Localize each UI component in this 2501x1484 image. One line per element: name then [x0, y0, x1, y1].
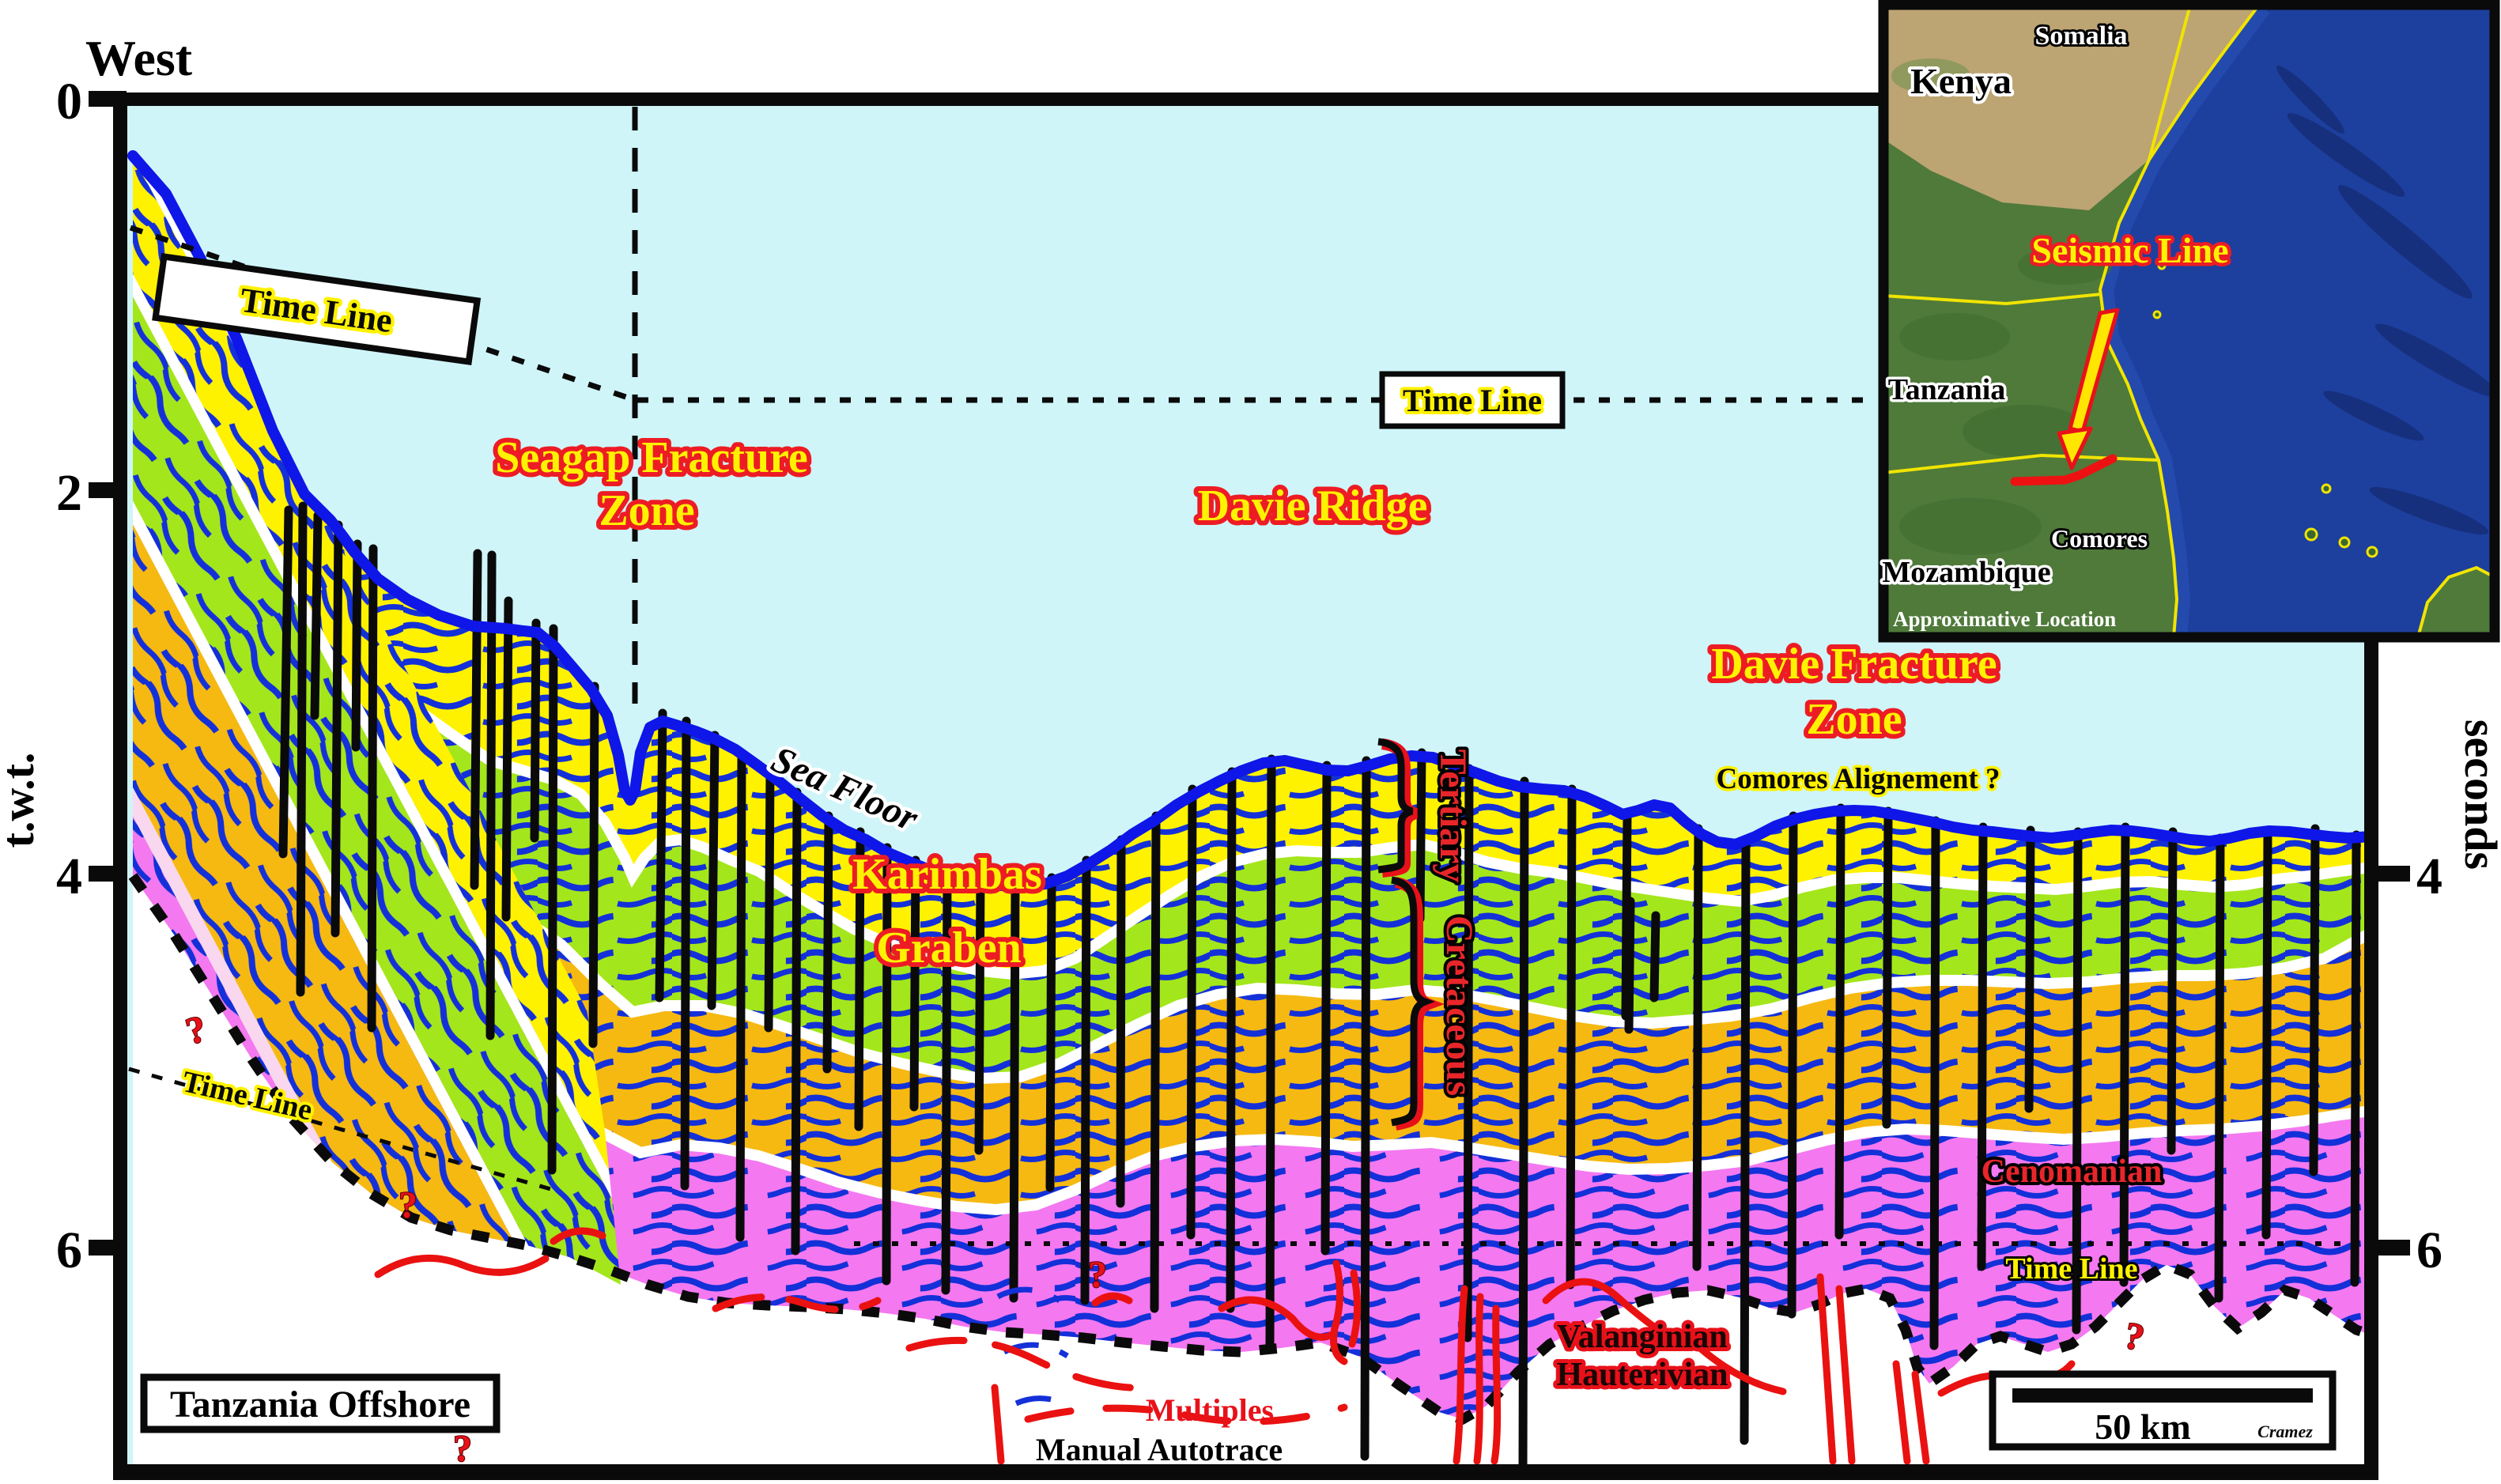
- inset-coastline: [2098, 3, 2261, 638]
- inset-somalia-label: Somalia: [2034, 21, 2127, 51]
- section-title-box: Tanzania Offshore: [140, 1373, 501, 1433]
- time-line-label-4: Time Line: [2005, 1252, 2137, 1286]
- seconds-axis-label: seconds: [2455, 719, 2501, 870]
- plot-border: [89, 91, 2410, 1480]
- left-tick-6: 6: [56, 1222, 82, 1279]
- manual-autotrace-label: Manual Autotrace: [1036, 1432, 1283, 1467]
- inset-seismic-line: [2010, 454, 2118, 486]
- multiples-red-lines: [374, 1227, 2076, 1464]
- scale-bar-distance: 50 km: [2095, 1407, 2190, 1447]
- inset-land-texture: [1891, 59, 2113, 555]
- question-mark-4: ?: [453, 1428, 472, 1470]
- inset-ocean-texture: [2276, 65, 2499, 534]
- cretaceous-brace: [1390, 876, 1445, 1131]
- inset-mozambique-label: Mozambique: [1882, 556, 2050, 589]
- west-label: West: [85, 30, 193, 86]
- tick-left-6: [89, 1240, 127, 1256]
- karimbas-label: Karimbas: [852, 850, 1042, 899]
- inset-comores-islands: [2152, 261, 2378, 558]
- inset-footnote: Approximative Location: [1893, 607, 2116, 631]
- time-line-diagonal: [129, 225, 637, 403]
- sea-floor-line: [127, 150, 2364, 892]
- seagap-zone-label: Zone: [599, 486, 694, 535]
- inset-map: Somalia Kenya Tanzania Mozambique Comore…: [1878, 0, 2500, 643]
- inset-comores-label: Comores: [2051, 524, 2148, 553]
- inset-seismic-line-label: Seismic Line: [2031, 230, 2228, 270]
- left-tick-4: 4: [56, 848, 82, 905]
- tanzania-offshore-label: Tanzania Offshore: [170, 1384, 470, 1425]
- seagap-fracture-label: Seagap Fracture: [495, 433, 808, 482]
- inset-border-tanzania-mozambique: [1883, 453, 2159, 474]
- right-tick-6: 6: [2416, 1222, 2442, 1279]
- hauterivian-label: Hauterivian: [1557, 1357, 1728, 1393]
- time-line-label-2: Time Line: [1403, 383, 1542, 418]
- scale-bar: 50 km Cramez: [1989, 1370, 2337, 1451]
- davie-ridge-label: Davie Ridge: [1198, 481, 1428, 531]
- axis-left: [113, 93, 127, 1480]
- davie-fracture-label: Davie Fracture: [1711, 640, 1997, 689]
- autotrace-base-dotted-line: [128, 873, 2364, 1425]
- scale-bar-rule: [2012, 1388, 2313, 1403]
- tick-left-0: [89, 91, 127, 107]
- inset-border-kenya-tanzania: [1883, 293, 2102, 306]
- tertiary-brace: [1377, 738, 1418, 878]
- cenomanian-label: Cenomanian: [1982, 1154, 2163, 1190]
- tick-right-4: [2372, 866, 2410, 882]
- tick-left-4: [89, 866, 127, 882]
- fault-lines: [278, 501, 2361, 1464]
- inset-tanzania-label: Tanzania: [1888, 373, 2006, 406]
- twt-axis-label: t.w.t.: [0, 753, 43, 848]
- axis-bottom: [113, 1464, 2378, 1480]
- scale-bar-credit: Cramez: [2257, 1422, 2313, 1441]
- multiples-label: Multiples: [1146, 1392, 1274, 1428]
- basement-background: [133, 876, 2364, 1464]
- inset-arrow: [2057, 308, 2120, 470]
- left-tick-2: 2: [56, 464, 82, 522]
- time-line-box-upper-left: Time Line: [152, 253, 482, 365]
- axis-top: [127, 93, 2371, 106]
- question-mark-3: ?: [1088, 1254, 1107, 1296]
- time-line-lower-left: [128, 1067, 554, 1192]
- right-tick-4: 4: [2416, 848, 2442, 905]
- karimbas-graben-label: Graben: [876, 923, 1022, 972]
- inset-land-arid-north: [1883, 5, 2259, 210]
- tick-left-2: [89, 482, 127, 498]
- davie-fracture-zone-label: Zone: [1806, 695, 1902, 744]
- tick-right-6: [2372, 1240, 2410, 1256]
- tertiary-label: Tertiary: [1432, 750, 1474, 883]
- time-lines: [128, 107, 2364, 1246]
- time-line-box-center: Time Line: [1379, 371, 1566, 429]
- comores-alignement-label: Comores Alignement ?: [1717, 763, 2000, 795]
- question-mark-2: ?: [399, 1184, 417, 1226]
- cretaceous-label: Cretaceous: [1438, 916, 1480, 1096]
- valanginian-label: Valanginian: [1557, 1319, 1728, 1355]
- inset-kenya-label: Kenya: [1910, 61, 2012, 101]
- inset-frame: [1878, 0, 2500, 643]
- inset-border-kenya-somalia: [2148, 4, 2192, 160]
- left-tick-0: 0: [56, 73, 82, 130]
